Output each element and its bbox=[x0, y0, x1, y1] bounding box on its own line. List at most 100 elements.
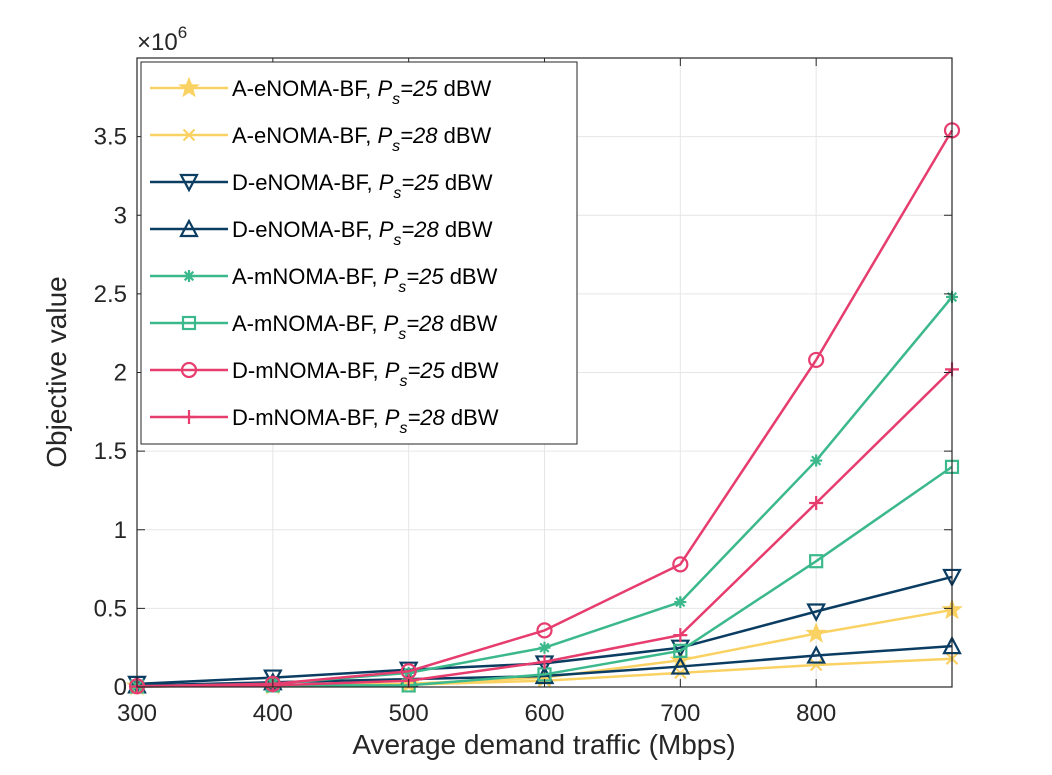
legend-p-sub: s bbox=[398, 326, 406, 343]
x-tick-label: 700 bbox=[660, 700, 700, 727]
circle-marker bbox=[672, 556, 689, 573]
legend-p-value: =28 bbox=[406, 311, 444, 336]
y-multiplier-exponent: 6 bbox=[178, 23, 187, 42]
legend-entry: A-mNOMA-BF, Ps=28 dBW bbox=[150, 311, 498, 343]
asterisk-marker bbox=[538, 641, 551, 654]
asterisk-marker bbox=[402, 666, 415, 679]
square-marker bbox=[181, 315, 197, 331]
legend-p-symbol: P bbox=[385, 405, 400, 430]
legend-prefix: A-mNOMA-BF, bbox=[232, 311, 384, 336]
legend-entry: A-eNOMA-BF, Ps=28 dBW bbox=[150, 123, 492, 155]
plus-marker bbox=[673, 628, 688, 643]
y-tick-label: 3 bbox=[114, 202, 127, 229]
star-marker bbox=[805, 622, 828, 643]
legend-p-sub: s bbox=[399, 420, 407, 437]
x-tick-label: 300 bbox=[117, 700, 157, 727]
legend-unit: dBW bbox=[444, 264, 498, 289]
legend-entry: D-eNOMA-BF, Ps=25 dBW bbox=[150, 170, 493, 202]
legend-unit: dBW bbox=[444, 311, 498, 336]
legend-p-value: =28 bbox=[401, 217, 439, 242]
x-marker bbox=[809, 658, 823, 672]
legend-label: D-mNOMA-BF, Ps=28 dBW bbox=[232, 405, 499, 437]
x-tick-label: 600 bbox=[524, 700, 564, 727]
legend-unit: dBW bbox=[445, 405, 499, 430]
asterisk-marker bbox=[810, 454, 823, 467]
triangle-up-marker bbox=[670, 656, 691, 675]
legend-prefix: D-mNOMA-BF, bbox=[232, 405, 385, 430]
legend-p-sub: s bbox=[392, 138, 400, 155]
legend-p-sub: s bbox=[393, 185, 401, 202]
legend-p-symbol: P bbox=[377, 76, 392, 101]
plus-marker bbox=[809, 496, 824, 511]
circle-marker bbox=[808, 351, 825, 369]
legend-p-sub: s bbox=[393, 232, 401, 249]
legend-prefix: D-eNOMA-BF, bbox=[232, 170, 379, 195]
legend-label: A-eNOMA-BF, Ps=25 dBW bbox=[232, 76, 492, 108]
legend-p-value: =25 bbox=[407, 358, 445, 383]
legend-p-sub: s bbox=[392, 91, 400, 108]
x-tick-label: 400 bbox=[253, 700, 293, 727]
y-multiplier: ×106 bbox=[137, 23, 187, 56]
legend-prefix: D-eNOMA-BF, bbox=[232, 217, 379, 242]
legend-p-symbol: P bbox=[385, 358, 400, 383]
legend-p-value: =28 bbox=[400, 123, 438, 148]
x-tick-label: 500 bbox=[389, 700, 429, 727]
asterisk-marker bbox=[674, 596, 687, 609]
legend-label: A-eNOMA-BF, Ps=28 dBW bbox=[232, 123, 492, 155]
triangle-up-marker bbox=[179, 218, 199, 238]
x-marker bbox=[182, 128, 196, 142]
legend-unit: dBW bbox=[437, 76, 491, 101]
y-tick-label: 2 bbox=[114, 360, 127, 387]
y-tick-label: 0.5 bbox=[94, 595, 127, 622]
legend-label: D-mNOMA-BF, Ps=25 dBW bbox=[232, 358, 499, 390]
legend-entry: D-mNOMA-BF, Ps=25 dBW bbox=[150, 358, 499, 390]
legend-p-value: =25 bbox=[401, 170, 439, 195]
square-marker bbox=[809, 554, 824, 569]
circle-marker bbox=[180, 361, 198, 379]
x-axis-title: Average demand traffic (Mbps) bbox=[352, 729, 735, 760]
legend-p-value: =28 bbox=[407, 405, 445, 430]
legend-unit: dBW bbox=[437, 123, 491, 148]
legend-prefix: A-mNOMA-BF, bbox=[232, 264, 384, 289]
legend-p-symbol: P bbox=[384, 311, 399, 336]
tick-labels: 300 400 500 600 700 800 0 0.5 1 1.5 2 2.5 3 3.5 bbox=[94, 124, 837, 727]
y-tick-label: 1 bbox=[114, 517, 127, 544]
circle-marker bbox=[536, 622, 553, 639]
y-multiplier-base: ×10 bbox=[137, 29, 178, 56]
legend-p-symbol: P bbox=[379, 217, 394, 242]
y-tick-label: 3.5 bbox=[94, 124, 127, 151]
legend-prefix: A-eNOMA-BF, bbox=[232, 76, 377, 101]
y-tick-label: 2.5 bbox=[94, 281, 127, 308]
legend-p-sub: s bbox=[399, 373, 407, 390]
legend-p-sub: s bbox=[398, 279, 406, 296]
legend-unit: dBW bbox=[439, 217, 493, 242]
legend-label: D-eNOMA-BF, Ps=28 dBW bbox=[232, 217, 493, 249]
y-tick-label: 1.5 bbox=[94, 438, 127, 465]
legend-entry: D-mNOMA-BF, Ps=28 dBW bbox=[150, 405, 499, 437]
legend-prefix: A-eNOMA-BF, bbox=[232, 123, 377, 148]
legend-label: A-mNOMA-BF, Ps=25 dBW bbox=[232, 264, 498, 296]
legend-p-value: =25 bbox=[406, 264, 444, 289]
legend-prefix: D-mNOMA-BF, bbox=[232, 358, 385, 383]
y-axis-title: Objective value bbox=[41, 276, 72, 467]
legend-box bbox=[140, 61, 578, 445]
legend-p-symbol: P bbox=[377, 123, 392, 148]
legend-unit: dBW bbox=[445, 358, 499, 383]
legend-label: D-eNOMA-BF, Ps=25 dBW bbox=[232, 170, 493, 202]
star-marker bbox=[178, 76, 200, 98]
legend-label: A-mNOMA-BF, Ps=28 dBW bbox=[232, 311, 498, 343]
legend-entry: A-eNOMA-BF, Ps=25 dBW bbox=[150, 76, 492, 108]
square-marker bbox=[673, 643, 688, 658]
legend-p-symbol: P bbox=[384, 264, 399, 289]
asterisk-marker bbox=[183, 270, 195, 282]
triangle-down-marker bbox=[179, 173, 199, 193]
plus-marker bbox=[182, 410, 196, 424]
legend-p-value: =25 bbox=[400, 76, 438, 101]
triangle-up-marker bbox=[806, 645, 827, 664]
legend-p-symbol: P bbox=[379, 170, 394, 195]
triangle-down-marker bbox=[806, 603, 827, 622]
legend-unit: dBW bbox=[439, 170, 493, 195]
y-tick-label: 0 bbox=[114, 674, 127, 701]
